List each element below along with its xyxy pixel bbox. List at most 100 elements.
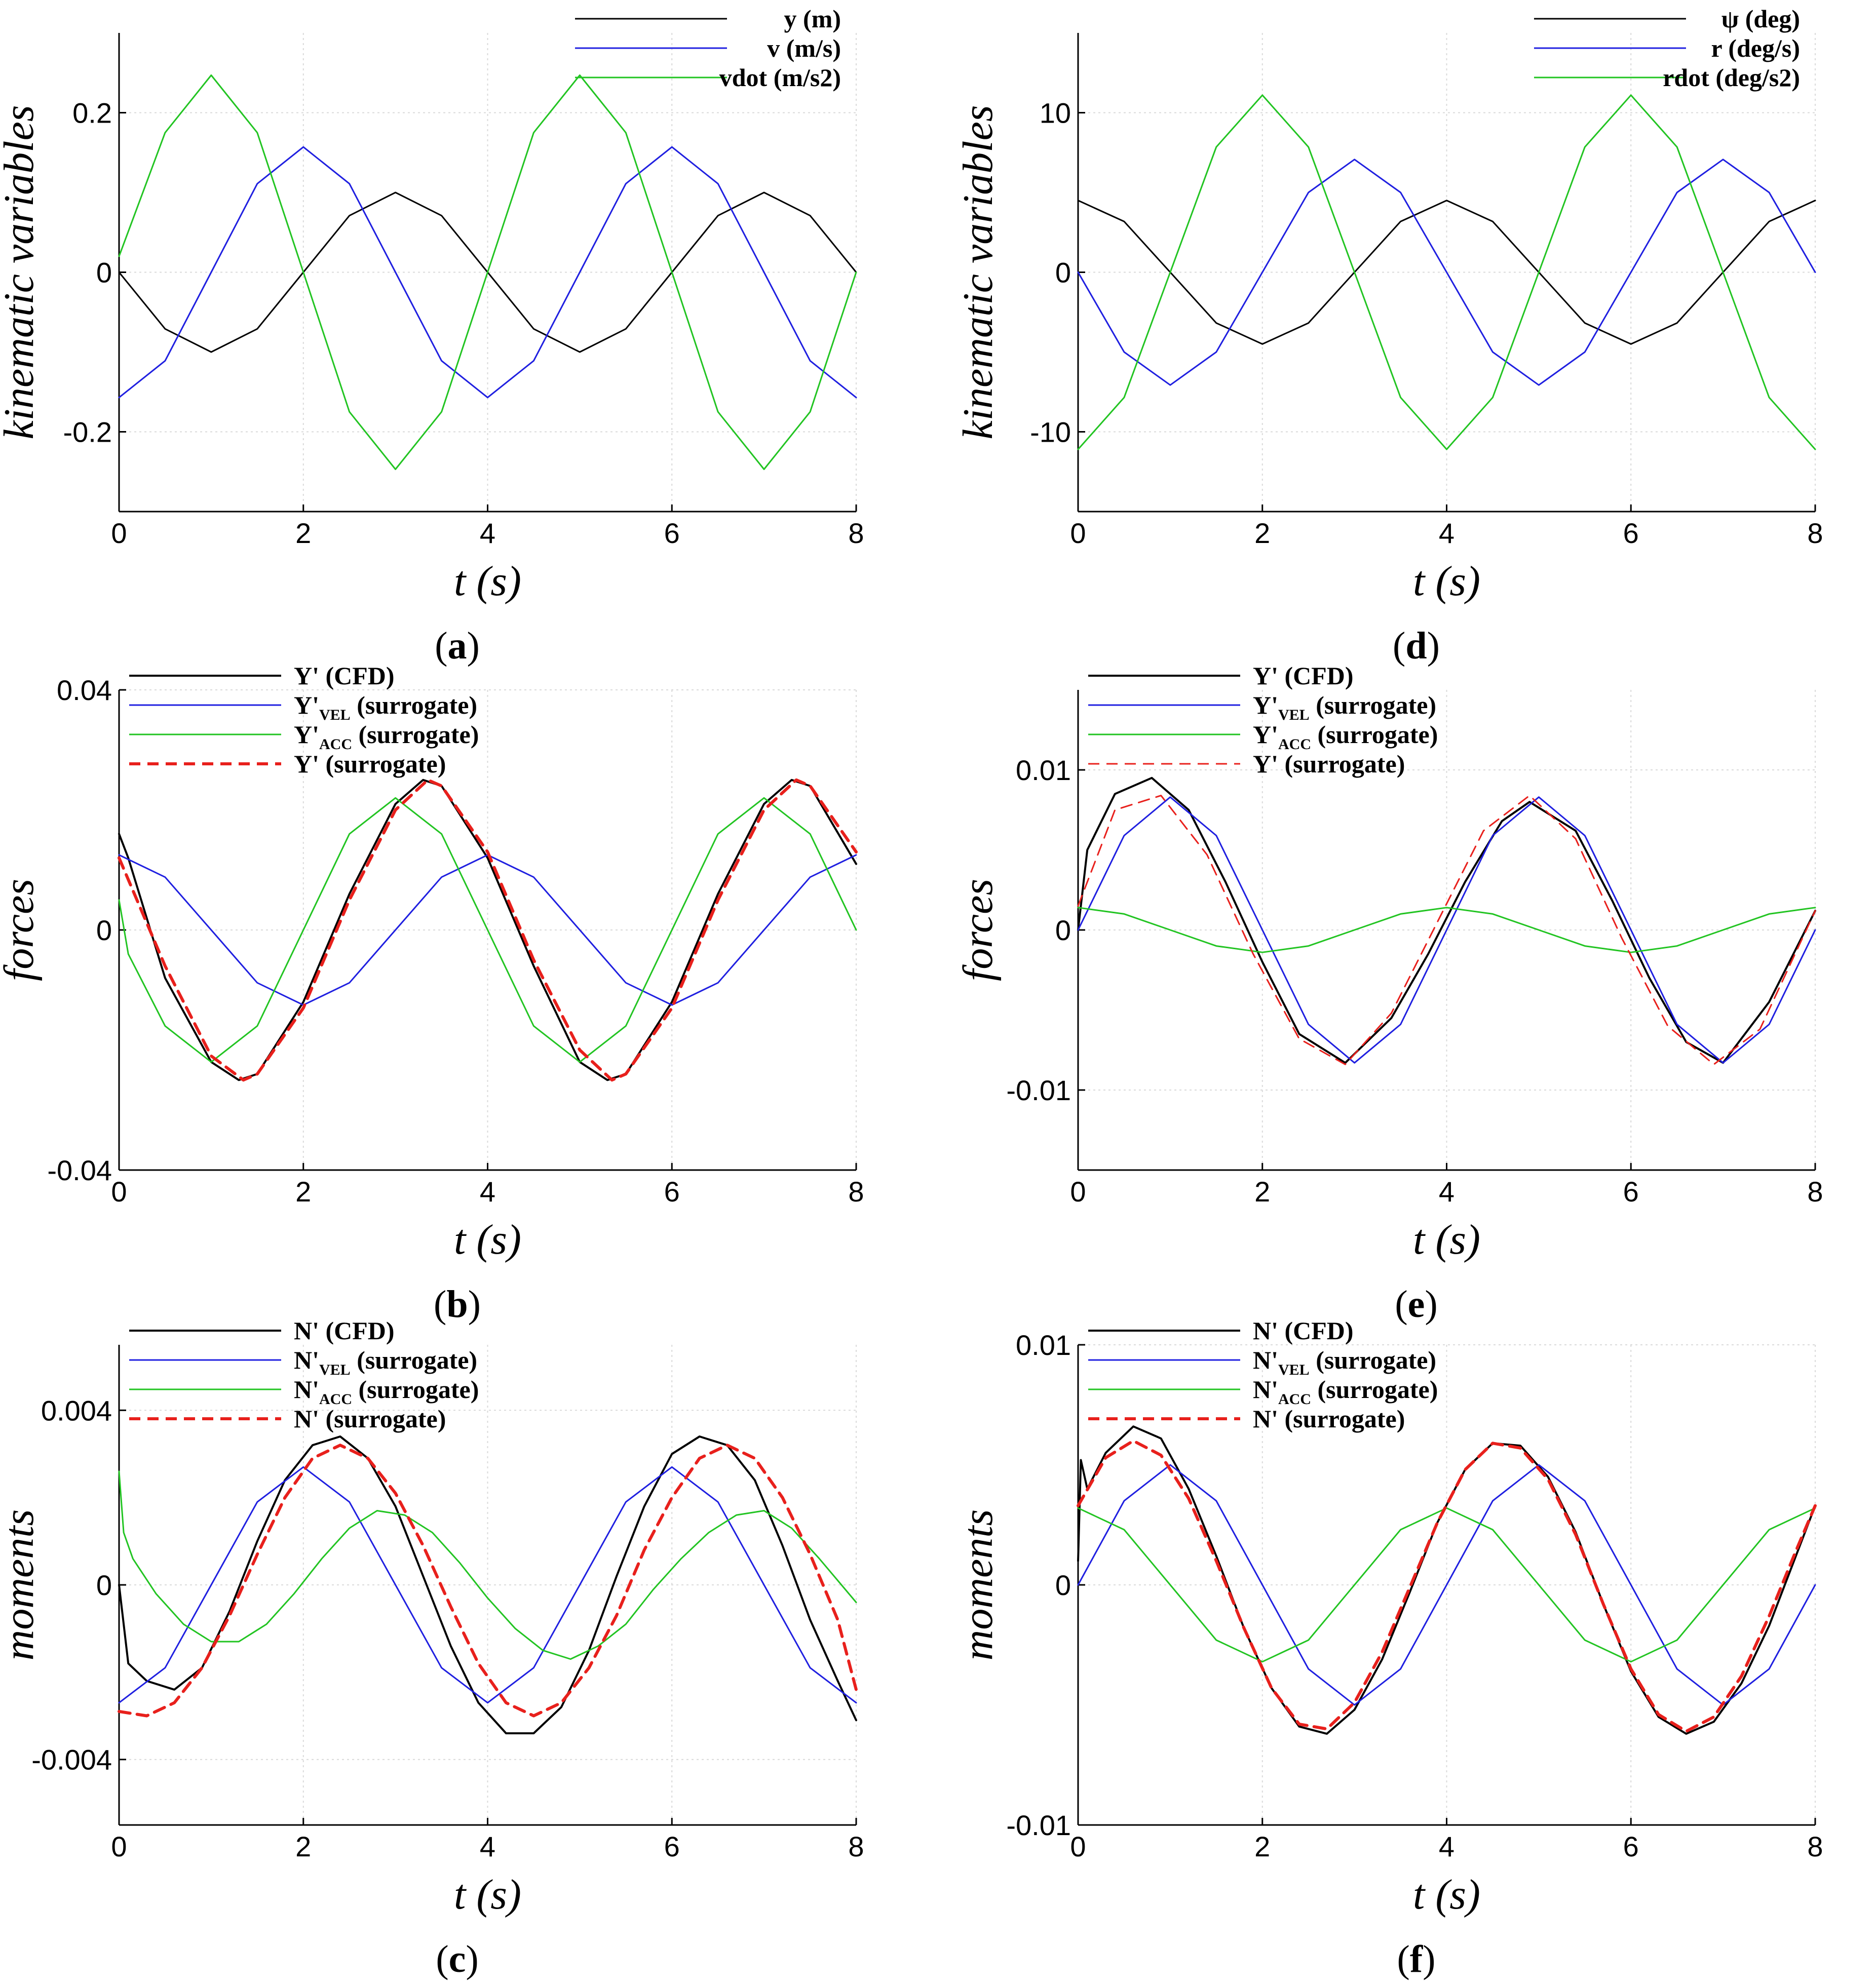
y-axis-title: kinematic variables [0, 105, 43, 439]
x-tick-label: 0 [1070, 1176, 1086, 1208]
series-line [1077, 1439, 1817, 1733]
legend-label: Y' (surrogate) [1253, 750, 1405, 778]
x-tick-label: 2 [1254, 1176, 1270, 1208]
panel-caption: (e) [1395, 1283, 1437, 1326]
y-axis-title: forces [954, 879, 1002, 981]
panel-caption: (d) [1393, 625, 1440, 667]
x-tick-label: 4 [1439, 517, 1454, 549]
legend-label: N' (CFD) [1253, 1316, 1354, 1345]
y-tick-label: -0.2 [63, 416, 112, 448]
legend: Y' (CFD)Y'VEL (surrogate)Y'ACC (surrogat… [129, 662, 479, 778]
series-line [1077, 907, 1816, 953]
series-line [1077, 159, 1816, 386]
series-line [118, 146, 857, 399]
y-tick-label: 0 [96, 1569, 112, 1601]
y-tick-label: 0 [1055, 1569, 1071, 1601]
chart-panel-a: 0 2 4 6 8 -0.2 0 0.2 t (s) kinematic variables y (… [0, 5, 864, 667]
series-line [118, 779, 857, 1081]
series-line [118, 778, 858, 1082]
legend-label: N'ACC (surrogate) [1253, 1375, 1438, 1408]
legend-label: N'VEL (surrogate) [294, 1346, 477, 1378]
y-axis-title: forces [0, 879, 43, 981]
legend-label: Y'VEL (surrogate) [294, 691, 477, 723]
x-tick-label: 0 [111, 517, 127, 549]
panel-caption: (a) [435, 625, 480, 667]
y-axis-title: moments [954, 1509, 1002, 1661]
legend: y (m)v (m/s)vdot (m/s2) [575, 5, 841, 92]
x-tick-label: 4 [1439, 1831, 1454, 1862]
x-tick-label: 4 [480, 1176, 495, 1208]
panel-caption: (c) [436, 1938, 478, 1980]
x-tick-label: 6 [1623, 1831, 1639, 1862]
y-tick-label: -0.004 [31, 1744, 112, 1776]
x-axis-title: t (s) [454, 1871, 521, 1918]
series-line [1077, 796, 1816, 1064]
x-tick-label: 4 [480, 1831, 495, 1862]
legend-label: N'VEL (surrogate) [1253, 1346, 1436, 1378]
series-line [1077, 94, 1816, 450]
series-line [1077, 200, 1816, 345]
x-tick-label: 2 [295, 1176, 311, 1208]
y-tick-label: -0.04 [47, 1154, 112, 1186]
legend-label: N' (surrogate) [294, 1405, 446, 1433]
x-tick-label: 8 [848, 1831, 864, 1862]
y-axis-title: kinematic variables [954, 105, 1002, 439]
y-tick-label: 0.01 [1016, 754, 1071, 786]
legend-label: vdot (m/s2) [719, 63, 841, 92]
x-tick-label: 2 [295, 1831, 311, 1862]
series-line [1077, 1464, 1816, 1706]
legend-label: Y' (surrogate) [294, 750, 446, 778]
y-tick-label: 0 [96, 914, 112, 946]
legend: N' (CFD)N'VEL (surrogate)N'ACC (surrogat… [129, 1316, 479, 1433]
x-tick-label: 6 [664, 517, 680, 549]
panel-caption: (b) [434, 1283, 481, 1326]
legend-label: Y'ACC (surrogate) [294, 720, 479, 753]
y-tick-label: -0.01 [1006, 1809, 1071, 1841]
chart-panel-c: 0 2 4 6 8 -0.004 0 0.004 t (s) moments N' (CFD)N'V… [0, 1316, 864, 1980]
series-line [118, 1435, 857, 1734]
series-line [118, 797, 857, 1063]
x-axis-title: t (s) [454, 558, 521, 605]
x-tick-label: 6 [1623, 517, 1639, 549]
series-line [118, 1470, 857, 1660]
legend-label: N' (surrogate) [1253, 1405, 1405, 1433]
x-tick-label: 8 [1807, 1831, 1823, 1862]
series-line [118, 1466, 857, 1704]
x-tick-label: 6 [664, 1176, 680, 1208]
y-axis-title: moments [0, 1509, 43, 1661]
legend: N' (CFD)N'VEL (surrogate)N'ACC (surrogat… [1088, 1316, 1438, 1433]
x-tick-label: 0 [1070, 517, 1086, 549]
series-line [1077, 776, 1816, 1064]
x-tick-label: 0 [1070, 1831, 1086, 1862]
x-tick-label: 4 [480, 517, 495, 549]
y-tick-label: 0.04 [57, 674, 112, 706]
y-tick-label: 0 [1055, 257, 1071, 289]
legend: Y' (CFD)Y'VEL (surrogate)Y'ACC (surrogat… [1088, 662, 1438, 778]
y-tick-label: 0.01 [1016, 1329, 1071, 1361]
x-tick-label: 8 [848, 517, 864, 549]
x-tick-label: 0 [111, 1831, 127, 1862]
y-tick-label: -10 [1030, 416, 1071, 448]
x-tick-label: 2 [295, 517, 311, 549]
y-tick-label: 0.004 [41, 1394, 112, 1426]
chart-panel-d: 0 2 4 6 8 -10 0 10 t (s) kinematic variables ψ (de… [954, 5, 1823, 667]
x-axis-title: t (s) [1413, 1871, 1480, 1918]
series-line [118, 1444, 858, 1718]
legend-label: Y' (CFD) [294, 662, 395, 690]
x-axis-title: t (s) [454, 1216, 521, 1263]
legend-label: ψ (deg) [1721, 5, 1800, 33]
legend-label: N' (CFD) [294, 1316, 395, 1345]
legend-label: y (m) [784, 5, 841, 33]
x-tick-label: 2 [1254, 517, 1270, 549]
legend-label: rdot (deg/s2) [1663, 63, 1800, 92]
x-tick-label: 8 [1807, 1176, 1823, 1208]
legend-label: N'ACC (surrogate) [294, 1375, 479, 1408]
legend-label: v (m/s) [767, 34, 841, 62]
x-axis-title: t (s) [1413, 558, 1480, 605]
x-tick-label: 8 [1807, 517, 1823, 549]
y-tick-label: -0.01 [1006, 1074, 1071, 1106]
x-tick-label: 6 [664, 1831, 680, 1862]
